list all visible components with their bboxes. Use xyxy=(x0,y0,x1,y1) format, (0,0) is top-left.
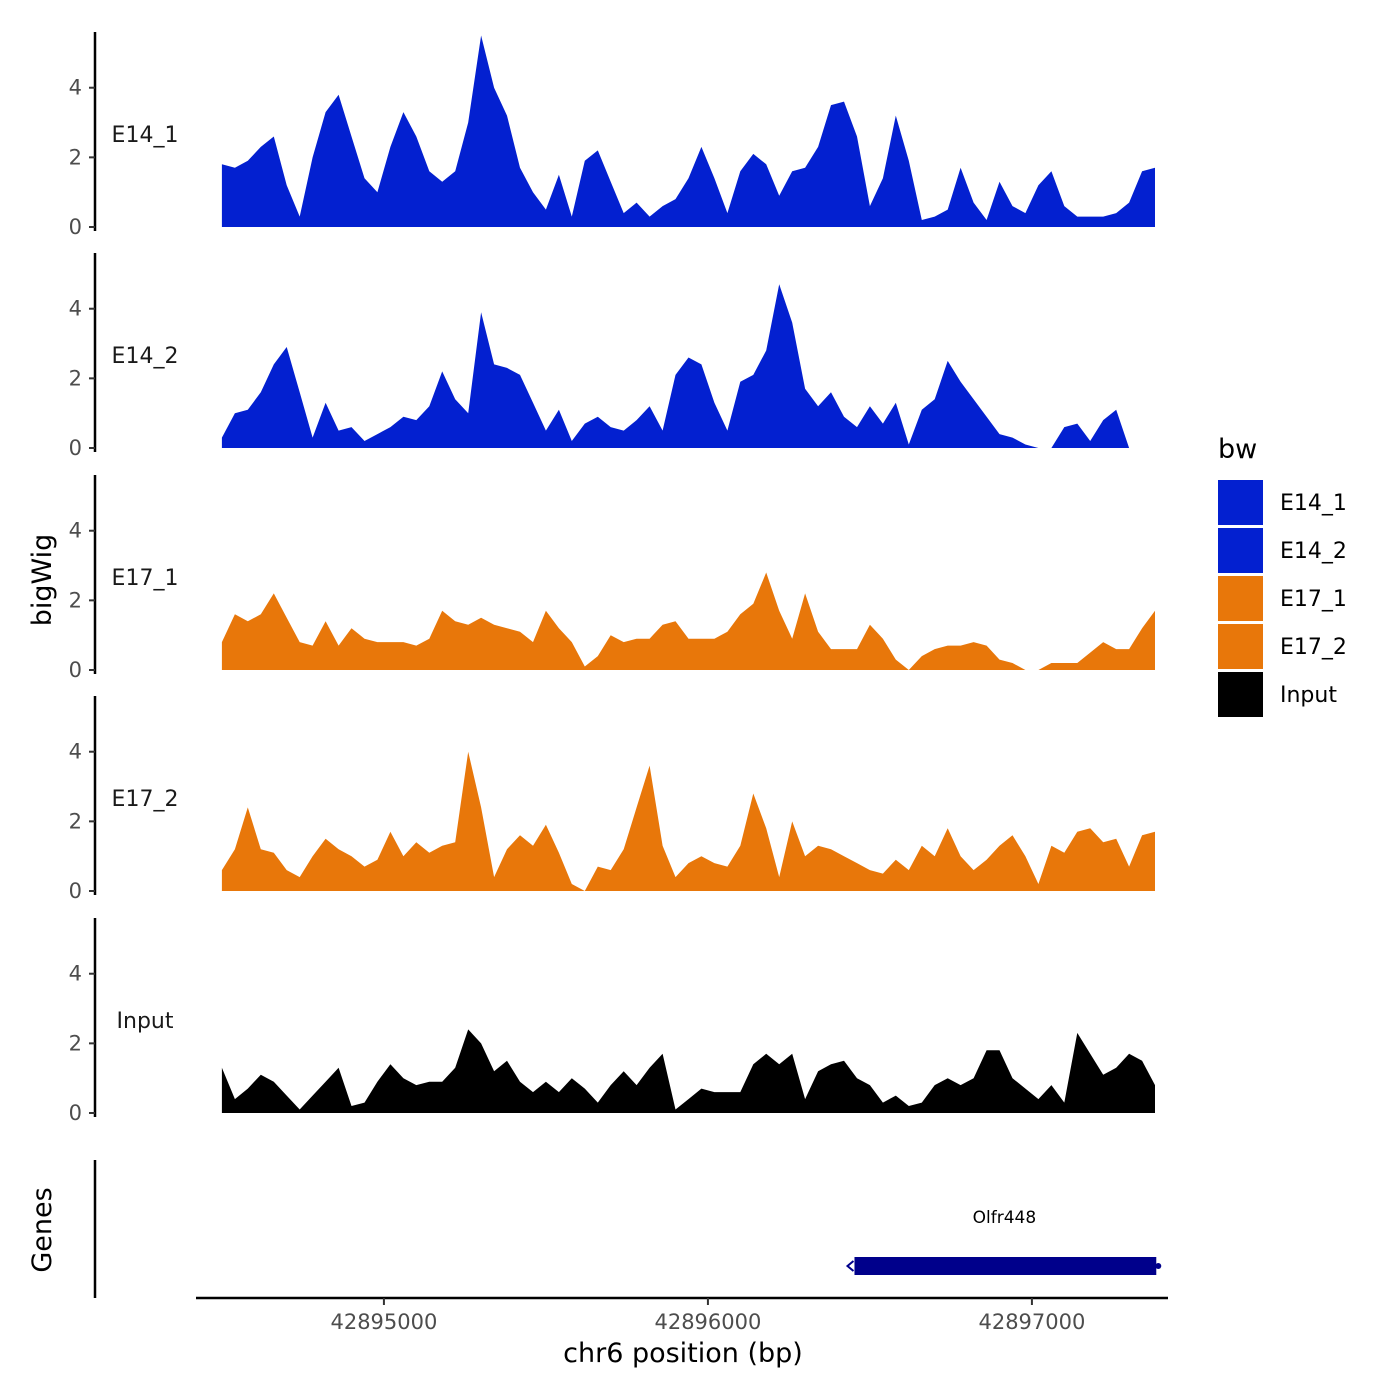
x-tick-label: 42897000 xyxy=(978,1310,1085,1334)
strand-arrow-icon xyxy=(845,1260,855,1272)
legend-swatch xyxy=(1218,480,1263,525)
legend-label: E14_1 xyxy=(1280,491,1347,516)
x-axis: 42895000 42896000 42897000 xyxy=(196,1296,1168,1334)
legend-item-E14_2: E14_2 xyxy=(1218,528,1347,573)
genes-panel: Olfr448 xyxy=(93,1160,1162,1298)
y-axis-title: bigWig xyxy=(27,534,58,627)
y-tick-label: 2 xyxy=(69,145,82,169)
y-tick-label: 0 xyxy=(69,879,82,903)
gene-label: Olfr448 xyxy=(973,1208,1037,1228)
track-E14_2: 0 2 4 E14_2 xyxy=(69,253,1155,460)
track-label: E17_1 xyxy=(112,566,179,591)
track-E14_1: 0 2 4 E14_1 xyxy=(69,32,1155,239)
gene-end-marker xyxy=(1155,1263,1162,1269)
x-tick-label: 42896000 xyxy=(654,1310,761,1334)
track-Input: 0 2 4 Input xyxy=(69,918,1155,1125)
x-axis-title: chr6 position (bp) xyxy=(563,1338,803,1369)
legend-label: Input xyxy=(1280,683,1337,708)
legend-label: E17_2 xyxy=(1280,635,1347,660)
y-tick-label: 4 xyxy=(69,519,82,543)
y-tick-label: 0 xyxy=(69,1101,82,1125)
genes-axis-title: Genes xyxy=(27,1187,58,1272)
x-tick-label: 42895000 xyxy=(330,1310,437,1334)
track-label: E14_1 xyxy=(112,123,179,148)
legend: bw E14_1 E14_2 E17_1 E17_2 Input xyxy=(1218,434,1347,717)
y-tick-label: 4 xyxy=(69,76,82,100)
gene-Olfr448: Olfr448 xyxy=(845,1208,1162,1275)
y-tick-label: 0 xyxy=(69,215,82,239)
track-E17_2: 0 2 4 E17_2 xyxy=(69,696,1155,903)
legend-label: E17_1 xyxy=(1280,587,1347,612)
signal-area-E14_2 xyxy=(221,284,1155,448)
y-tick-label: 0 xyxy=(69,658,82,682)
track-label: E17_2 xyxy=(112,787,179,812)
legend-label: E14_2 xyxy=(1280,539,1347,564)
legend-swatch xyxy=(1218,624,1263,669)
signal-area-E17_2 xyxy=(221,751,1155,891)
track-label: Input xyxy=(117,1009,174,1034)
gene-body xyxy=(854,1257,1157,1275)
y-tick-label: 0 xyxy=(69,436,82,460)
legend-title: bw xyxy=(1218,434,1257,465)
legend-swatch xyxy=(1218,576,1263,621)
legend-item-E14_1: E14_1 xyxy=(1218,480,1347,525)
signal-area-E14_1 xyxy=(221,35,1155,227)
y-tick-label: 2 xyxy=(69,588,82,612)
legend-item-Input: Input xyxy=(1218,672,1337,717)
legend-item-E17_2: E17_2 xyxy=(1218,624,1347,669)
legend-items: E14_1 E14_2 E17_1 E17_2 Input xyxy=(1218,480,1347,717)
y-tick-label: 2 xyxy=(69,809,82,833)
signal-area-Input xyxy=(221,1029,1155,1113)
tracks-layer: 0 2 4 E14_1 0 2 4 E14_2 0 2 4 E17_1 0 2 4 E17_2 0 2 4 Input xyxy=(69,32,1155,1125)
legend-item-E17_1: E17_1 xyxy=(1218,576,1347,621)
y-tick-label: 2 xyxy=(69,1031,82,1055)
signal-area-E17_1 xyxy=(221,572,1155,670)
y-tick-label: 4 xyxy=(69,297,82,321)
y-tick-label: 2 xyxy=(69,366,82,390)
track-label: E14_2 xyxy=(112,344,179,369)
y-tick-label: 4 xyxy=(69,962,82,986)
y-tick-label: 4 xyxy=(69,740,82,764)
legend-swatch xyxy=(1218,672,1263,717)
legend-swatch xyxy=(1218,528,1263,573)
track-E17_1: 0 2 4 E17_1 xyxy=(69,475,1155,682)
